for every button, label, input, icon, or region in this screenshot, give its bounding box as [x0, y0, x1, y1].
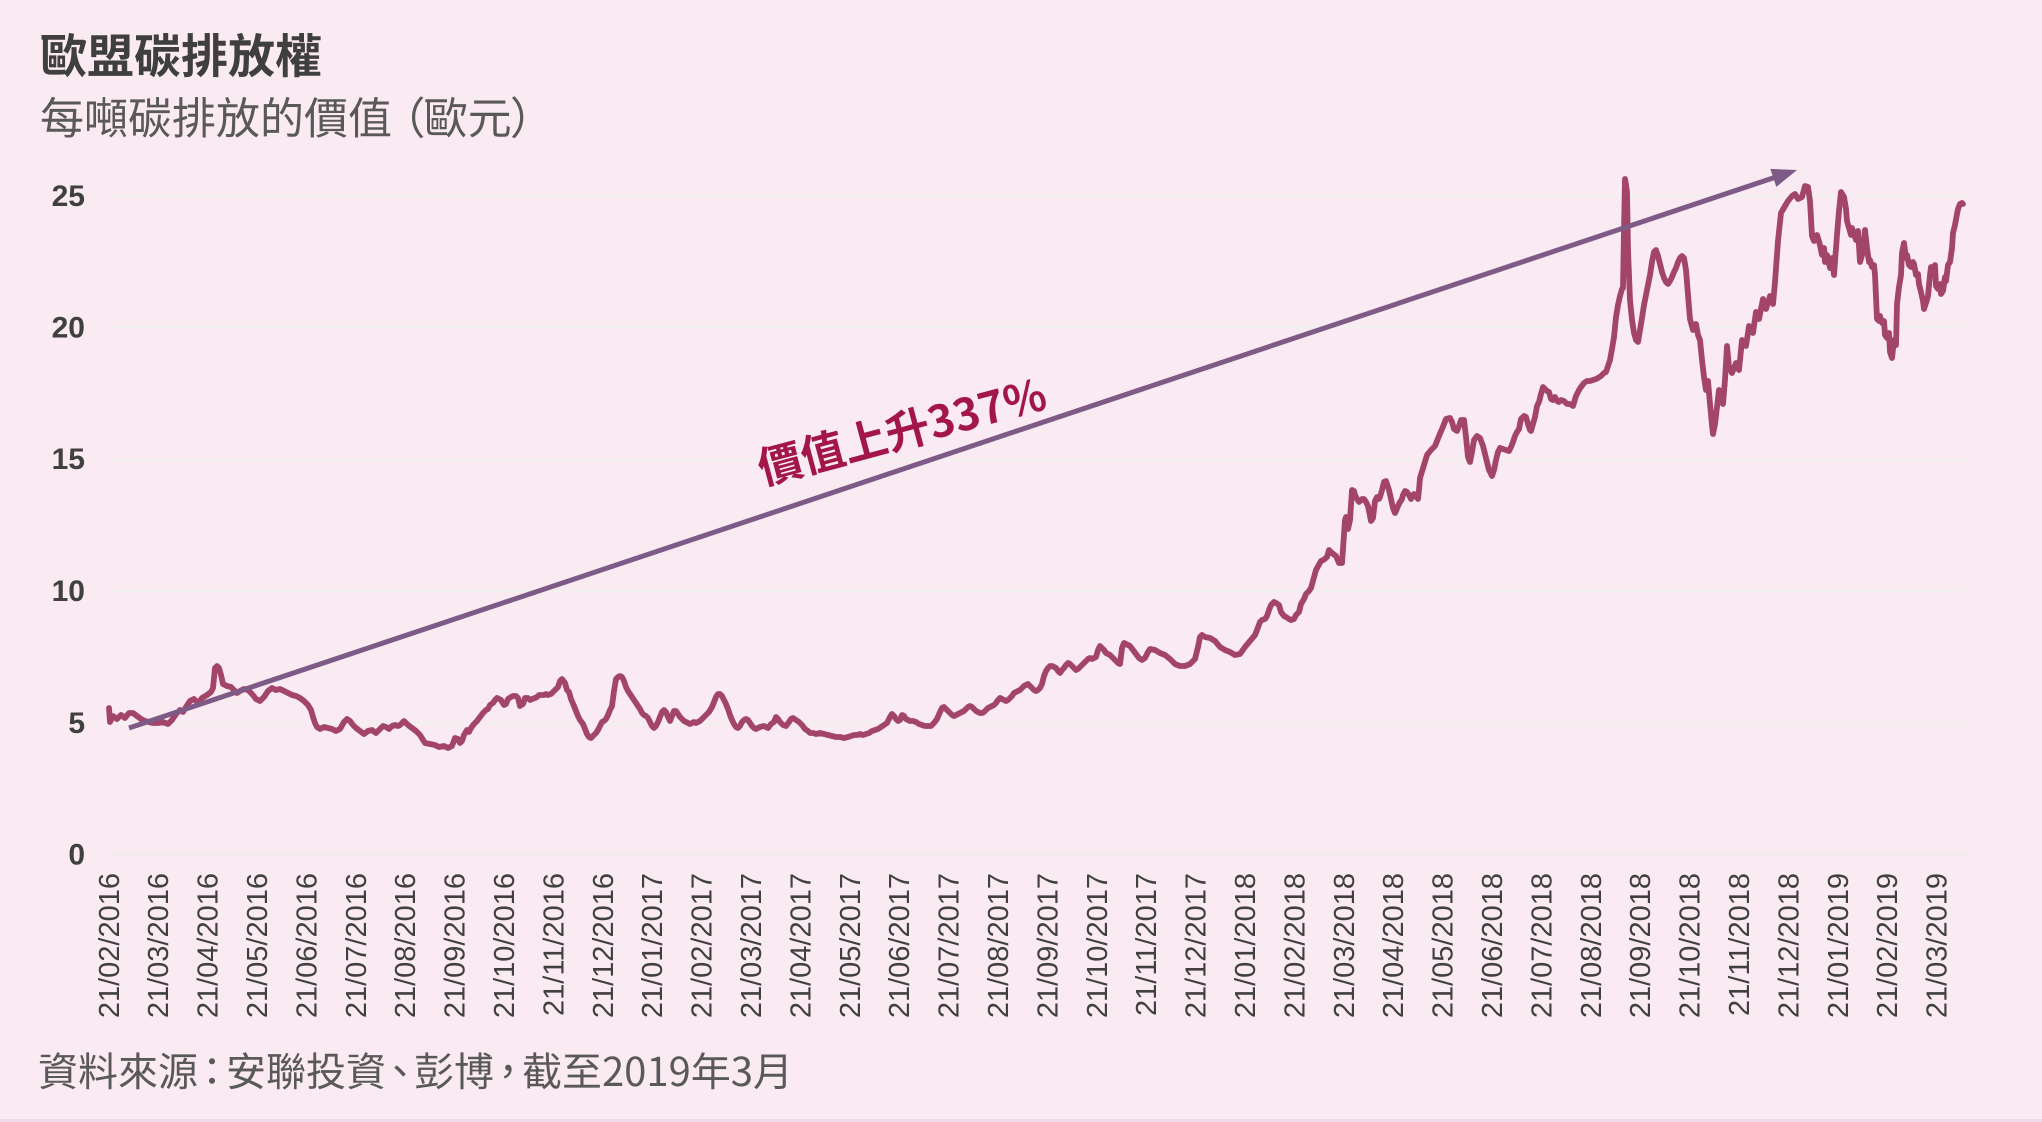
svg-text:21/08/2018: 21/08/2018 — [1576, 873, 1608, 1018]
svg-text:21/10/2017: 21/10/2017 — [1082, 873, 1114, 1018]
svg-text:21/12/2016: 21/12/2016 — [588, 873, 620, 1018]
svg-text:5: 5 — [68, 707, 85, 740]
svg-text:15: 15 — [52, 443, 85, 476]
svg-text:21/02/2016: 21/02/2016 — [94, 873, 126, 1018]
svg-text:21/07/2016: 21/07/2016 — [341, 873, 373, 1018]
svg-text:0: 0 — [68, 839, 85, 872]
svg-text:21/06/2016: 21/06/2016 — [291, 873, 323, 1018]
svg-text:21/08/2016: 21/08/2016 — [390, 873, 422, 1018]
svg-text:21/07/2017: 21/07/2017 — [934, 873, 966, 1018]
svg-text:21/10/2016: 21/10/2016 — [489, 873, 521, 1018]
svg-text:21/11/2017: 21/11/2017 — [1131, 873, 1163, 1016]
svg-text:21/12/2017: 21/12/2017 — [1181, 873, 1213, 1018]
svg-text:21/03/2016: 21/03/2016 — [143, 873, 175, 1018]
svg-text:21/04/2018: 21/04/2018 — [1378, 873, 1410, 1018]
svg-text:21/03/2018: 21/03/2018 — [1329, 873, 1361, 1018]
svg-text:21/01/2017: 21/01/2017 — [637, 873, 669, 1018]
svg-text:21/11/2016: 21/11/2016 — [538, 873, 570, 1016]
svg-text:21/06/2017: 21/06/2017 — [884, 873, 916, 1018]
svg-text:21/04/2017: 21/04/2017 — [785, 873, 817, 1018]
svg-text:21/12/2018: 21/12/2018 — [1773, 873, 1805, 1018]
svg-text:10: 10 — [52, 575, 85, 608]
svg-text:21/06/2018: 21/06/2018 — [1477, 873, 1509, 1018]
svg-text:21/03/2019: 21/03/2019 — [1922, 873, 1954, 1018]
svg-text:21/05/2017: 21/05/2017 — [835, 873, 867, 1018]
svg-text:21/02/2017: 21/02/2017 — [687, 873, 719, 1018]
svg-text:21/02/2018: 21/02/2018 — [1279, 873, 1311, 1018]
svg-text:21/05/2016: 21/05/2016 — [242, 873, 274, 1018]
svg-text:21/09/2018: 21/09/2018 — [1625, 873, 1657, 1018]
svg-text:21/01/2019: 21/01/2019 — [1823, 873, 1855, 1018]
svg-text:21/07/2018: 21/07/2018 — [1526, 873, 1558, 1018]
svg-text:21/01/2018: 21/01/2018 — [1230, 873, 1262, 1018]
svg-text:21/08/2017: 21/08/2017 — [983, 873, 1015, 1018]
svg-text:21/04/2016: 21/04/2016 — [193, 873, 225, 1018]
svg-text:21/05/2018: 21/05/2018 — [1428, 873, 1460, 1018]
svg-text:21/09/2016: 21/09/2016 — [440, 873, 472, 1018]
svg-text:25: 25 — [52, 180, 85, 213]
svg-text:21/10/2018: 21/10/2018 — [1675, 873, 1707, 1018]
svg-text:21/02/2019: 21/02/2019 — [1872, 873, 1904, 1018]
svg-text:20: 20 — [52, 312, 85, 345]
svg-text:21/11/2018: 21/11/2018 — [1724, 873, 1756, 1016]
svg-text:21/09/2017: 21/09/2017 — [1032, 873, 1064, 1018]
svg-text:21/03/2017: 21/03/2017 — [736, 873, 768, 1018]
